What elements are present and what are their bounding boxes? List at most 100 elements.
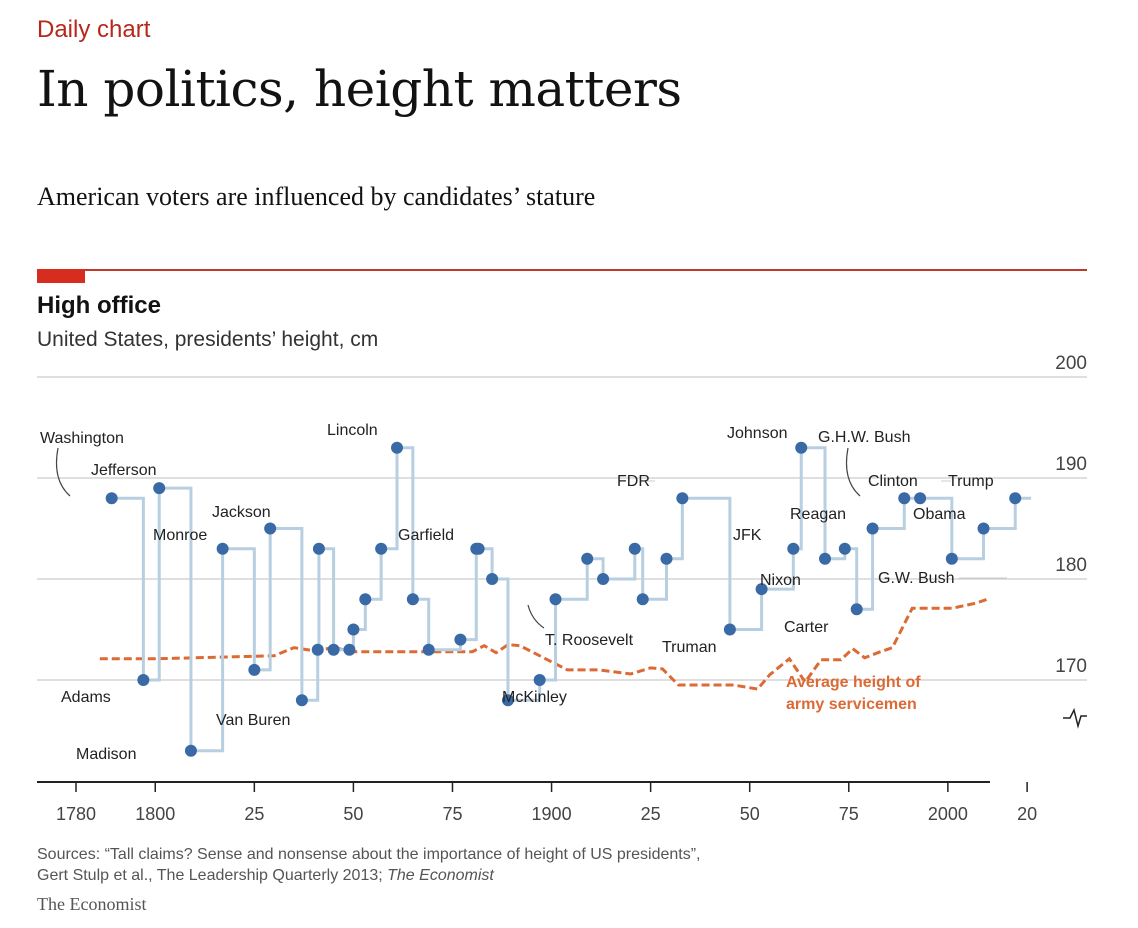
label-johnson: Johnson (727, 425, 788, 442)
president-dot-28 (636, 593, 649, 606)
label-jefferson: Jefferson (91, 462, 157, 479)
label-garfield: Garfield (398, 527, 454, 544)
label-t-roosevelt: T. Roosevelt (545, 632, 634, 649)
x-tick-label-1925: 25 (641, 804, 661, 824)
red-tab (37, 269, 85, 283)
x-tick-label-2020: 20 (1017, 804, 1037, 824)
x-tick-label-1800: 1800 (135, 804, 175, 824)
army-height-line (99, 597, 988, 691)
president-dot-14 (375, 542, 388, 555)
president-dot-8 (311, 643, 324, 656)
y-tick-label-190: 190 (1055, 454, 1087, 475)
president-dot-20 (472, 542, 485, 555)
president-dot-38 (866, 522, 879, 535)
source-line-2: Gert Stulp et al., The Leadership Quarte… (37, 867, 494, 885)
label-jfk: JFK (733, 527, 762, 544)
president-dot-15 (391, 441, 404, 454)
label-fdr: FDR (617, 473, 650, 490)
label-nixon: Nixon (760, 572, 801, 589)
y-tick-label-180: 180 (1055, 555, 1087, 576)
army-label-line-1: Average height of (786, 674, 921, 691)
axis-break-icon (1063, 707, 1087, 729)
president-dot-31 (723, 623, 736, 636)
headline: In politics, height matters (37, 60, 682, 118)
label-truman: Truman (662, 639, 717, 656)
roosevelt-leader (527, 604, 545, 629)
label-mckinley: McKinley (502, 689, 567, 706)
label-g-h-w-bush: G.H.W. Bush (818, 429, 910, 446)
label-madison: Madison (76, 746, 136, 763)
president-dot-25 (581, 552, 594, 565)
label-monroe: Monroe (153, 527, 207, 544)
label-van-buren: Van Buren (216, 712, 290, 729)
president-dot-6 (264, 522, 277, 535)
army-label-line-2: army servicemen (786, 696, 917, 713)
president-dot-2 (153, 482, 166, 495)
president-dot-18 (454, 633, 467, 646)
source-citation: Gert Stulp et al., The Leadership Quarte… (37, 867, 388, 884)
president-dot-29 (660, 552, 673, 565)
president-dot-11 (343, 643, 356, 656)
x-tick-label-1850: 50 (343, 804, 363, 824)
source-publication: The Economist (387, 867, 494, 884)
president-dot-4 (216, 542, 229, 555)
president-dot-27 (628, 542, 641, 555)
x-tick-label-1780: 1780 (56, 804, 96, 824)
ghw-bush-leader (845, 447, 861, 497)
president-dot-21 (486, 573, 499, 585)
president-dot-32 (755, 583, 768, 596)
president-dot-23 (533, 674, 546, 686)
x-tick-label-2000: 2000 (928, 804, 968, 824)
president-dot-12 (347, 623, 360, 636)
president-dot-7 (295, 694, 308, 707)
standfirst: American voters are influenced by candid… (37, 182, 596, 211)
president-dot-34 (795, 441, 808, 454)
president-dot-3 (184, 744, 197, 757)
president-dot-24 (549, 593, 562, 606)
label-trump: Trump (948, 473, 994, 490)
label-clinton: Clinton (868, 473, 918, 490)
brand-logo-text: The Economist (37, 894, 147, 914)
y-tick-label-200: 200 (1055, 353, 1087, 374)
source-line-1: Sources: “Tall claims? Sense and nonsens… (37, 846, 701, 863)
president-dot-35 (819, 552, 832, 565)
top-rule (37, 269, 1087, 271)
president-dot-9 (312, 542, 325, 555)
president-dot-17 (422, 643, 435, 656)
president-dot-33 (787, 542, 800, 555)
label-washington: Washington (40, 430, 124, 447)
president-dot-13 (359, 593, 372, 606)
president-dot-16 (406, 593, 419, 606)
x-tick-label-1950: 50 (740, 804, 760, 824)
kicker: Daily chart (37, 16, 151, 43)
label-carter: Carter (784, 619, 829, 636)
president-dot-30 (676, 492, 689, 505)
x-tick-label-1900: 1900 (532, 804, 572, 824)
x-tick-label-1825: 25 (244, 804, 264, 824)
president-dot-39 (898, 492, 911, 505)
president-dot-42 (977, 522, 990, 535)
label-g-w-bush: G.W. Bush (878, 570, 954, 587)
president-dot-40 (914, 492, 927, 505)
label-obama: Obama (913, 506, 966, 523)
president-dot-0 (105, 492, 118, 505)
label-reagan: Reagan (790, 506, 846, 523)
chart-subtitle: United States, presidents’ height, cm (37, 328, 379, 351)
president-dot-1 (137, 674, 150, 686)
washington-leader (55, 447, 71, 497)
label-adams: Adams (61, 689, 111, 706)
label-lincoln: Lincoln (327, 422, 378, 439)
president-dot-43 (1009, 492, 1022, 505)
president-dot-41 (945, 552, 958, 565)
president-dot-10 (327, 643, 340, 656)
x-tick-label-1875: 75 (442, 804, 462, 824)
president-dot-22 (501, 694, 514, 707)
president-dot-5 (248, 663, 261, 676)
chart-title: High office (37, 292, 161, 319)
x-tick-label-1975: 75 (839, 804, 859, 824)
president-dot-26 (597, 573, 610, 585)
y-tick-label-170: 170 (1055, 656, 1087, 677)
label-jackson: Jackson (212, 504, 271, 521)
president-dot-36 (838, 542, 851, 555)
